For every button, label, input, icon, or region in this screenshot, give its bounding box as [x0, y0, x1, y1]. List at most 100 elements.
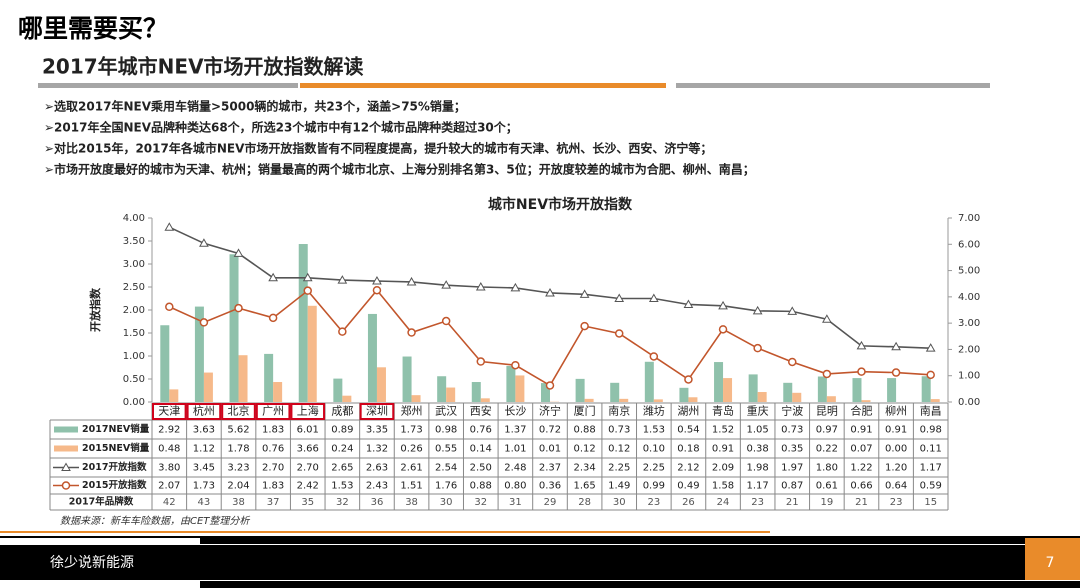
table-cell: 0.26 [400, 444, 422, 455]
data-table: 天津 杭州 北京 广州 上海 成都 深圳 郑州 武汉 西安 长沙 济宁 厦门 南京 潍坊 湖州 青岛 重庆 宁波 昆明… [49, 402, 949, 511]
table-cell: 1.98 [747, 463, 769, 474]
table-cell: 1.83 [262, 425, 284, 436]
y-tick-label: 0.50 [123, 374, 145, 385]
marker [683, 299, 694, 308]
table-cell: 0.12 [573, 444, 595, 455]
y-tick-label: 2.00 [123, 305, 145, 316]
table-cell: 1.52 [712, 425, 734, 436]
table-cell: 0.66 [850, 481, 872, 492]
table-cell: 26 [682, 497, 695, 508]
bar [783, 382, 793, 402]
bar [861, 400, 871, 402]
x-tick-label: 深圳 [366, 405, 388, 418]
table-cell: 0.98 [920, 425, 942, 436]
table-cell: 23 [751, 497, 764, 508]
y2-tick-label: 7.00 [958, 213, 980, 224]
table-cell: 2.25 [608, 463, 630, 474]
y-tick-label: 2.50 [123, 282, 145, 293]
x-tick-label: 长沙 [504, 405, 526, 418]
y-tick-label: 4.00 [123, 213, 145, 224]
marker [925, 343, 936, 352]
marker [614, 293, 625, 302]
table-cell: 0.11 [920, 444, 942, 455]
bar [273, 382, 283, 402]
x-tick-label: 杭州 [193, 404, 215, 418]
legend-label: 2017NEV销量 [82, 423, 150, 435]
marker [926, 370, 935, 380]
bar [714, 362, 724, 402]
table-cell: 1.01 [504, 444, 526, 455]
x-tick-label: 南京 [608, 404, 630, 418]
bar [575, 378, 585, 402]
table-cell: 2.92 [158, 425, 180, 436]
marker [268, 272, 278, 282]
table-cell: 30 [440, 497, 453, 508]
table-cell: 0.98 [435, 425, 457, 436]
table-cell: 6.01 [297, 425, 319, 436]
table-cell: 38 [232, 497, 245, 508]
table-cell: 2.37 [539, 463, 561, 474]
marker [338, 327, 347, 336]
marker [752, 305, 763, 315]
highlight [290, 403, 326, 420]
table-cell: 3.66 [297, 444, 319, 455]
table-cell: 2.54 [435, 463, 457, 474]
highlight [221, 403, 256, 420]
table-cell: 38 [405, 497, 418, 508]
table-cell: 1.05 [747, 425, 769, 436]
marker [337, 275, 348, 284]
table-cell: 0.00 [885, 444, 907, 455]
table-cell: 37 [267, 497, 280, 508]
table-cell: 1.32 [366, 444, 388, 455]
legend-label: 2015NEV销量 [82, 442, 150, 454]
bullet: ➢选取2017年NEV乘用车销量>5000辆的城市，共23个，涵盖>75%销量； [44, 99, 466, 114]
page-number: 7 [1046, 555, 1055, 571]
x-tick-label: 济宁 [539, 404, 561, 418]
bar [817, 376, 827, 402]
x-tick-label: 武汉 [435, 405, 457, 418]
bullet: ➢2017年全国NEV品牌种类达68个，所选23个城市中有12个城市品牌种类超过… [44, 120, 518, 135]
table-cell: 23 [890, 497, 903, 508]
marker [891, 341, 901, 351]
bar [852, 378, 862, 402]
table-cell: 21 [855, 497, 868, 508]
table-cell: 0.88 [470, 481, 492, 492]
x-tick-label: 上海 [297, 404, 319, 418]
table-cell: 1.58 [712, 481, 734, 492]
legend-swatch [54, 426, 78, 433]
table-cell: 0.76 [262, 444, 284, 455]
marker [199, 318, 209, 327]
table-cell: 1.65 [573, 481, 595, 492]
x-tick-label: 天津 [158, 405, 180, 418]
table-cell: 1.53 [643, 425, 665, 436]
bar [506, 365, 516, 402]
bar [446, 387, 456, 402]
bar [723, 378, 733, 402]
bullet: ➢对比2015年，2017年各城市NEV市场开放指数皆有不同程度提高，提升较大的… [44, 141, 712, 156]
footer-bar [200, 538, 1025, 544]
table-cell: 0.72 [539, 425, 561, 436]
table-cell: 0.07 [850, 444, 872, 455]
table-cell: 29 [544, 497, 557, 508]
table-cell: 1.20 [885, 463, 907, 474]
rule [0, 536, 1080, 538]
page-title: 哪里需要买？ [18, 14, 168, 43]
bar [541, 383, 550, 402]
table-cell: 0.91 [885, 425, 907, 436]
table-cell: 31 [509, 497, 522, 508]
highlight [186, 403, 222, 420]
bar [610, 382, 620, 402]
marker [164, 222, 175, 231]
x-tick-label: 重庆 [747, 404, 769, 418]
legend-swatch [54, 445, 78, 452]
x-tick-label: 西安 [470, 404, 492, 418]
table-cell: 0.38 [747, 444, 769, 455]
table-cell: 3.35 [366, 425, 388, 436]
bar [437, 376, 447, 402]
table-cell: 0.73 [781, 425, 803, 436]
table-cell: 32 [474, 497, 487, 508]
table-cell: 2.09 [712, 463, 734, 474]
table-cell: 2.12 [677, 463, 699, 474]
marker [303, 286, 312, 295]
marker [199, 238, 209, 247]
